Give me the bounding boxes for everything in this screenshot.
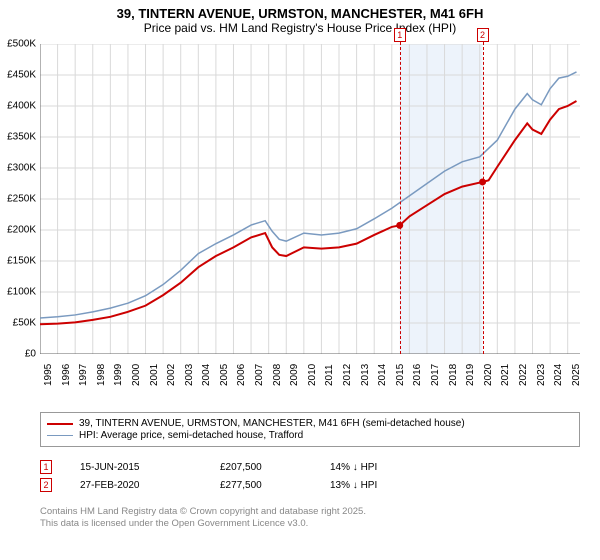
x-tick-label: 2011 [324, 364, 335, 386]
title-line1: 39, TINTERN AVENUE, URMSTON, MANCHESTER,… [0, 6, 600, 21]
sale-marker-line-1 [400, 42, 401, 354]
legend-item: 39, TINTERN AVENUE, URMSTON, MANCHESTER,… [47, 418, 573, 429]
y-tick-label: £250K [7, 194, 36, 205]
legend-item: HPI: Average price, semi-detached house,… [47, 430, 573, 441]
legend-label: 39, TINTERN AVENUE, URMSTON, MANCHESTER,… [79, 418, 465, 429]
x-tick-label: 2012 [342, 364, 353, 386]
x-tick-label: 2004 [201, 364, 212, 386]
sale-row-marker: 2 [40, 478, 52, 492]
x-tick-label: 2018 [448, 364, 459, 386]
sale-row: 1 15-JUN-2015£207,50014% ↓ HPI [40, 460, 580, 474]
x-tick-label: 2013 [360, 364, 371, 386]
y-tick-label: £200K [7, 225, 36, 236]
x-tick-label: 2010 [307, 364, 318, 386]
x-tick-label: 2022 [518, 364, 529, 386]
y-tick-label: £450K [7, 70, 36, 81]
legend-swatch [47, 435, 73, 436]
x-tick-label: 2007 [254, 364, 265, 386]
x-tick-label: 1997 [78, 364, 89, 386]
x-tick-label: 2000 [131, 364, 142, 386]
legend-label: HPI: Average price, semi-detached house,… [79, 430, 303, 441]
x-tick-label: 2017 [430, 364, 441, 386]
x-tick-label: 1999 [113, 364, 124, 386]
x-tick-label: 1998 [96, 364, 107, 386]
x-tick-label: 2020 [483, 364, 494, 386]
y-tick-label: £50K [13, 318, 36, 329]
sale-pct: 13% ↓ HPI [330, 480, 440, 491]
legend-box: 39, TINTERN AVENUE, URMSTON, MANCHESTER,… [40, 412, 580, 447]
sale-marker-line-2 [483, 42, 484, 354]
y-tick-label: £0 [25, 349, 36, 360]
x-tick-label: 2006 [236, 364, 247, 386]
legend-swatch [47, 423, 73, 425]
title-block: 39, TINTERN AVENUE, URMSTON, MANCHESTER,… [0, 0, 600, 37]
sales-table: 1 15-JUN-2015£207,50014% ↓ HPI 2 27-FEB-202… [40, 456, 580, 496]
y-tick-label: £150K [7, 256, 36, 267]
sale-date: 27-FEB-2020 [80, 480, 220, 491]
sale-row-marker: 1 [40, 460, 52, 474]
y-tick-label: £350K [7, 132, 36, 143]
x-tick-label: 2019 [465, 364, 476, 386]
y-tick-label: £400K [7, 101, 36, 112]
x-tick-label: 1995 [43, 364, 54, 386]
x-tick-label: 2015 [395, 364, 406, 386]
attribution-line2: This data is licensed under the Open Gov… [40, 518, 580, 530]
title-line2: Price paid vs. HM Land Registry's House … [0, 21, 600, 35]
x-tick-label: 2014 [377, 364, 388, 386]
chart-area: £0£50K£100K£150K£200K£250K£300K£350K£400… [40, 44, 592, 374]
sale-marker-1: 1 [394, 28, 406, 42]
x-tick-label: 2009 [289, 364, 300, 386]
sale-price: £277,500 [220, 480, 330, 491]
x-axis-labels: 1995 1996 1997 1998 1999 2000 2001 2002 2003 2004… [40, 358, 580, 398]
x-tick-label: 2016 [412, 364, 423, 386]
sale-pct: 14% ↓ HPI [330, 462, 440, 473]
sale-date: 15-JUN-2015 [80, 462, 220, 473]
x-tick-label: 2003 [184, 364, 195, 386]
y-axis-labels: £0£50K£100K£150K£200K£250K£300K£350K£400… [0, 44, 38, 354]
x-tick-label: 1996 [61, 364, 72, 386]
x-tick-label: 2024 [553, 364, 564, 386]
attribution: Contains HM Land Registry data © Crown c… [40, 506, 580, 530]
x-tick-label: 2023 [536, 364, 547, 386]
y-tick-label: £500K [7, 39, 36, 50]
x-tick-label: 2002 [166, 364, 177, 386]
x-tick-label: 2001 [149, 364, 160, 386]
y-tick-label: £100K [7, 287, 36, 298]
sale-marker-2: 2 [477, 28, 489, 42]
sale-row: 2 27-FEB-2020£277,50013% ↓ HPI [40, 478, 580, 492]
line-chart-svg [40, 44, 580, 354]
x-tick-label: 2005 [219, 364, 230, 386]
y-tick-label: £300K [7, 163, 36, 174]
x-tick-label: 2008 [272, 364, 283, 386]
attribution-line1: Contains HM Land Registry data © Crown c… [40, 506, 580, 518]
x-tick-label: 2021 [500, 364, 511, 386]
sale-price: £207,500 [220, 462, 330, 473]
x-tick-label: 2025 [571, 364, 582, 386]
chart-container: 39, TINTERN AVENUE, URMSTON, MANCHESTER,… [0, 0, 600, 560]
